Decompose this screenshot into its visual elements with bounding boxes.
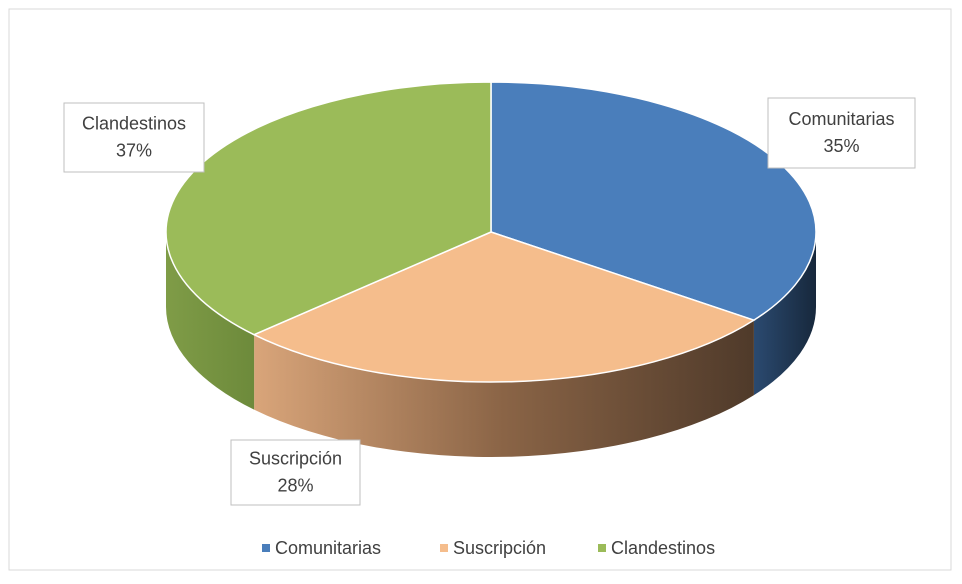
data-label-value: 28%: [277, 475, 313, 495]
data-label-category: Comunitarias: [788, 109, 894, 129]
data-label-category: Suscripción: [249, 448, 342, 468]
slice-side: [753, 232, 817, 396]
legend-label: Comunitarias: [275, 538, 381, 558]
slice: [252, 231, 756, 383]
legend-marker: [440, 544, 448, 552]
data-label-box: [63, 102, 205, 173]
legend-marker: [598, 544, 606, 552]
data-label-box: [230, 439, 361, 506]
data-label-category: Clandestinos: [82, 113, 186, 133]
legend-marker: [262, 544, 270, 552]
data-label-value: 37%: [116, 140, 152, 160]
data-label-box: [767, 97, 916, 169]
slice-side: [254, 320, 754, 457]
legend-label: Clandestinos: [611, 538, 715, 558]
legend-label: Suscripción: [453, 538, 546, 558]
data-label-value: 35%: [823, 136, 859, 156]
slice-side: [166, 232, 255, 410]
